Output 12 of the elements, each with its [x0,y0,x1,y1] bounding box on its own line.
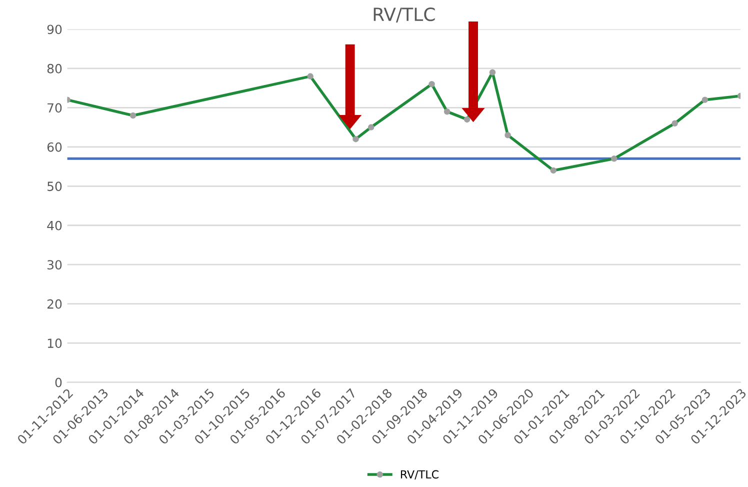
y-tick-label: 80 [47,64,62,74]
y-tick-label: 30 [48,260,62,270]
y-tick-label: 20 [47,299,62,309]
y-tick-label: 40 [47,220,62,230]
legend-label: RV/TLC [400,470,438,480]
y-tick-label: 90 [47,24,62,34]
y-tick-label: 60 [47,142,62,152]
chart-title: RV/TLC [374,7,435,23]
y-tick-label: 50 [48,182,62,192]
y-tick-label: 10 [48,338,62,348]
y-tick-label: 0 [55,378,62,388]
y-tick-label: 70 [48,103,62,113]
